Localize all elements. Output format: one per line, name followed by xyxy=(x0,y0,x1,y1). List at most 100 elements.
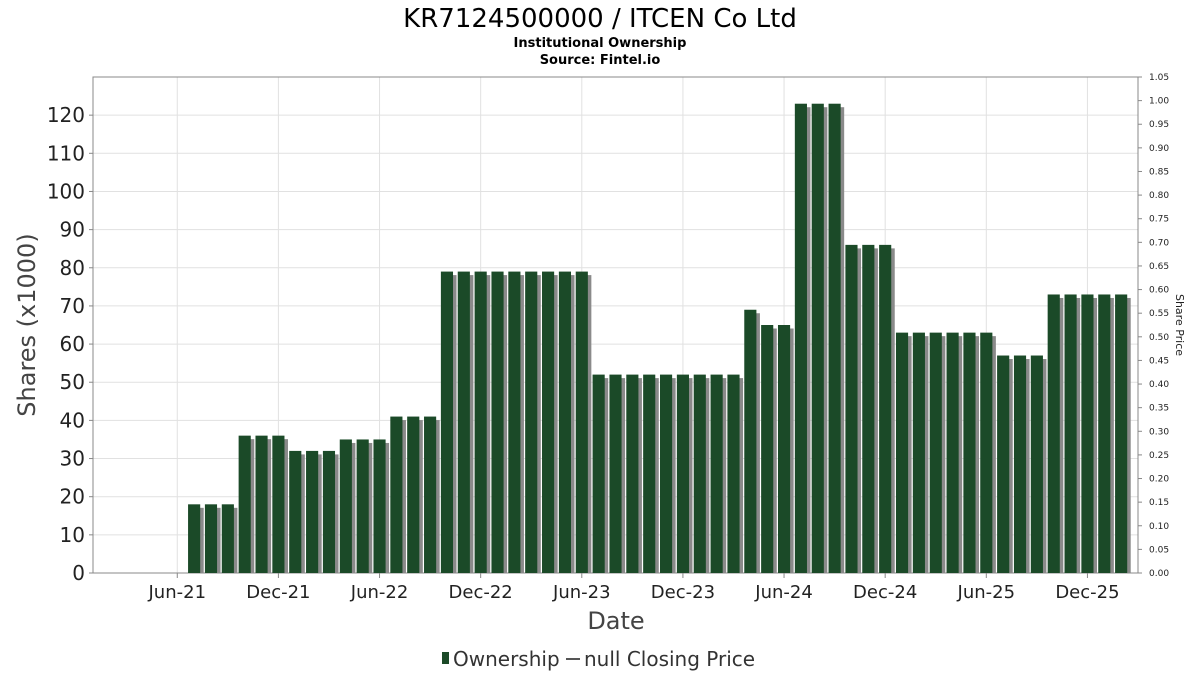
ownership-bar xyxy=(862,244,875,573)
y-right-tick-label: 0.40 xyxy=(1149,380,1169,390)
y-tick-label: 10 xyxy=(60,523,85,547)
ownership-bar xyxy=(272,435,285,573)
y-axis-right-label: Share Price xyxy=(1173,294,1186,356)
y-right-tick-label: 0.30 xyxy=(1149,427,1169,437)
x-tick-label: Jun-22 xyxy=(350,582,409,603)
y-right-tick-label: 0.55 xyxy=(1149,309,1169,319)
y-right-tick-label: 0.35 xyxy=(1149,404,1169,414)
ownership-bar xyxy=(1081,294,1094,573)
ownership-bar xyxy=(828,103,841,573)
ownership-bar xyxy=(1098,294,1111,573)
y-right-tick-label: 1.05 xyxy=(1149,73,1169,83)
x-tick-label: Dec-22 xyxy=(449,582,513,603)
y-right-tick-label: 0.00 xyxy=(1149,569,1169,579)
y-tick-label: 60 xyxy=(60,332,85,356)
ownership-bar xyxy=(306,450,319,573)
y-tick-label: 100 xyxy=(47,179,85,203)
x-axis: Jun-21 Dec-21 Jun-22 Dec-22 Jun-23 Dec-23 Jun-… xyxy=(148,573,1120,603)
y-right-tick-label: 0.80 xyxy=(1149,191,1169,201)
ownership-bar xyxy=(912,332,925,573)
y-right-tick-label: 1.00 xyxy=(1149,97,1169,107)
ownership-bar xyxy=(710,374,723,573)
x-tick-label: Jun-23 xyxy=(552,582,611,603)
ownership-bar xyxy=(1030,355,1043,573)
ownership-bar xyxy=(575,271,588,573)
y-tick-label: 90 xyxy=(60,218,85,242)
ownership-bar xyxy=(1013,355,1027,573)
ownership-bar xyxy=(811,103,824,573)
y-right-tick-label: 0.60 xyxy=(1149,286,1169,296)
ownership-bar xyxy=(1115,294,1128,573)
ownership-bar xyxy=(491,271,504,573)
ownership-bar xyxy=(676,374,689,573)
ownership-bar xyxy=(761,325,774,573)
ownership-bar xyxy=(289,450,302,573)
ownership-bar xyxy=(946,332,959,573)
ownership-bar xyxy=(980,332,993,573)
ownership-bar xyxy=(727,374,740,573)
y-right-tick-label: 0.15 xyxy=(1149,498,1169,508)
x-tick-label: Jun-24 xyxy=(754,582,813,603)
ownership-bar xyxy=(929,332,942,573)
ownership-bar xyxy=(188,504,201,573)
ownership-bar xyxy=(339,439,352,573)
ownership-bar xyxy=(424,416,437,573)
ownership-bar xyxy=(525,271,538,573)
y-right-tick-label: 0.75 xyxy=(1149,215,1169,225)
ownership-bar xyxy=(626,374,639,573)
y-right-tick-label: 0.05 xyxy=(1149,545,1169,555)
y-tick-label: 20 xyxy=(60,485,85,509)
x-tick-label: Dec-23 xyxy=(651,582,715,603)
y-tick-label: 40 xyxy=(60,408,85,432)
chart-title: KR7124500000 / ITCEN Co Ltd xyxy=(403,4,797,34)
ownership-bar xyxy=(879,244,892,573)
ownership-bar xyxy=(659,374,673,573)
y-tick-label: 80 xyxy=(60,256,85,280)
y-right-tick-label: 0.45 xyxy=(1149,356,1169,366)
x-axis-label: Date xyxy=(587,607,644,635)
y-right-tick-label: 0.50 xyxy=(1149,333,1169,343)
x-tick-label: Jun-25 xyxy=(957,582,1016,603)
ownership-bar xyxy=(895,332,909,573)
ownership-bar xyxy=(744,309,757,573)
y-right-tick-label: 0.20 xyxy=(1149,475,1169,485)
ownership-bar xyxy=(474,271,487,573)
ownership-bar xyxy=(204,504,218,573)
y-axis-right: 0.00 0.05 0.10 0.15 0.20 0.25 0.30 0.35 0.40 0.45… xyxy=(1138,73,1169,579)
ownership-bar xyxy=(609,374,622,573)
legend-label-ownership: Ownership xyxy=(453,647,560,671)
y-right-tick-label: 0.25 xyxy=(1149,451,1169,461)
y-right-tick-label: 0.10 xyxy=(1149,522,1169,532)
y-tick-label: 120 xyxy=(47,103,85,127)
y-right-tick-label: 0.85 xyxy=(1149,167,1169,177)
y-tick-label: 50 xyxy=(60,370,85,394)
chart-subtitle: Institutional Ownership xyxy=(514,36,687,51)
ownership-bar xyxy=(558,271,572,573)
chart-source: Source: Fintel.io xyxy=(540,53,661,68)
y-tick-label: 110 xyxy=(47,141,85,165)
ownership-bar xyxy=(693,374,706,573)
ownership-bar xyxy=(1064,294,1077,573)
y-axis-label: Shares (x1000) xyxy=(13,233,41,416)
x-tick-label: Jun-21 xyxy=(148,582,207,603)
ownership-bar xyxy=(845,244,858,573)
y-right-tick-label: 0.95 xyxy=(1149,120,1169,130)
ownership-bar xyxy=(542,271,555,573)
y-tick-label: 30 xyxy=(60,447,85,471)
ownership-bar xyxy=(255,435,268,573)
ownership-bar xyxy=(407,416,420,573)
y-right-tick-label: 0.90 xyxy=(1149,144,1169,154)
ownership-bar xyxy=(643,374,656,573)
ownership-bar xyxy=(356,439,369,573)
y-tick-label: 70 xyxy=(60,294,85,318)
y-tick-label: 0 xyxy=(72,561,85,585)
ownership-bar xyxy=(794,103,807,573)
legend-label-closing-price: null Closing Price xyxy=(584,647,755,671)
legend-swatch-ownership xyxy=(442,652,449,664)
ownership-bar xyxy=(508,271,521,573)
x-tick-label: Dec-24 xyxy=(853,582,917,603)
ownership-bar xyxy=(592,374,605,573)
ownership-bar xyxy=(221,504,234,573)
